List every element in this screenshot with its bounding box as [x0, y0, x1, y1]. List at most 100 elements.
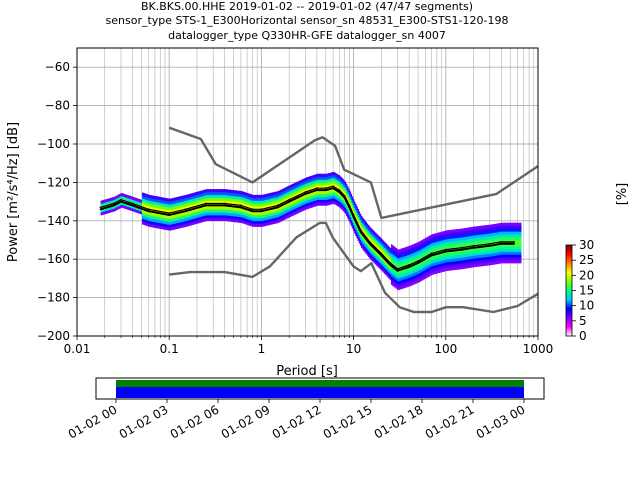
psd-bin [296, 210, 298, 214]
psd-bin [434, 239, 437, 243]
psd-bin [456, 231, 459, 236]
psd-bin [390, 281, 393, 285]
mean-point [472, 246, 475, 249]
psd-bin [403, 270, 406, 274]
psd-bin [404, 261, 407, 265]
psd-bin [372, 250, 374, 254]
psd-bin [174, 220, 176, 224]
psd-bin [374, 258, 377, 262]
psd-bin [520, 237, 522, 241]
psd-bin [357, 214, 359, 218]
psd-bin [150, 198, 152, 202]
psd-bin [245, 212, 248, 216]
psd-bin [326, 182, 328, 186]
psd-bin [256, 215, 258, 219]
psd-bin [133, 200, 136, 204]
psd-bin [237, 216, 240, 220]
psd-bin [518, 225, 521, 229]
psd-bin [461, 228, 463, 232]
psd-bin [450, 238, 453, 242]
psd-bin [249, 211, 251, 215]
psd-bin [363, 239, 365, 243]
psd-bin [212, 197, 214, 201]
psd-bin [457, 243, 460, 247]
psd-bin [279, 207, 281, 211]
psd-bin [329, 189, 332, 194]
psd-bin [456, 229, 459, 233]
psd-bin [142, 192, 144, 196]
psd-bin [335, 173, 338, 177]
psd-bin [305, 186, 308, 190]
psd-bin [450, 229, 453, 233]
mode-point [260, 208, 263, 211]
psd-bin [208, 192, 211, 196]
psd-bin [498, 229, 500, 233]
psd-bin [198, 194, 200, 198]
psd-bin [177, 225, 180, 229]
psd-bin [288, 202, 290, 207]
psd-bin [371, 231, 373, 236]
psd-bin [448, 255, 451, 260]
psd-bin [389, 256, 392, 260]
psd-bin [369, 235, 371, 239]
psd-bin [311, 175, 313, 179]
psd-bin [517, 248, 520, 252]
psd-bin [252, 217, 255, 222]
psd-bin [193, 198, 196, 202]
psd-bin [485, 251, 487, 255]
psd-bin [283, 187, 286, 192]
psd-bin [288, 194, 290, 198]
psd-bin [476, 260, 478, 264]
psd-bin [351, 222, 354, 226]
psd-bin [441, 231, 444, 235]
psd-bin [264, 199, 266, 204]
psd-bin [331, 201, 333, 205]
psd-bin [475, 255, 477, 259]
psd-bin [518, 254, 521, 258]
psd-bin [239, 216, 242, 221]
psd-bin [460, 251, 462, 255]
psd-bin [393, 280, 395, 284]
psd-bin [159, 222, 161, 226]
psd-bin [331, 198, 333, 202]
psd-bin [475, 263, 477, 267]
mean-point [288, 200, 291, 203]
psd-bin [373, 237, 376, 241]
psd-bin [384, 267, 386, 272]
psd-bin [320, 185, 323, 189]
psd-bin [416, 257, 418, 261]
psd-bin [239, 202, 242, 206]
psd-bin [405, 249, 408, 253]
psd-bin [311, 195, 313, 199]
psd-bin [257, 203, 259, 207]
psd-bin [274, 209, 277, 213]
psd-bin [180, 207, 182, 211]
psd-bin [346, 189, 348, 194]
psd-bin [411, 247, 414, 251]
psd-bin [414, 246, 416, 250]
psd-bin [295, 211, 297, 215]
psd-bin [379, 245, 381, 249]
psd-bin [402, 259, 404, 263]
psd-bin [320, 202, 323, 206]
psd-bin [350, 214, 353, 218]
psd-bin [312, 183, 315, 188]
psd-bin [215, 206, 218, 210]
psd-bin [161, 226, 164, 230]
psd-bin [426, 260, 429, 264]
psd-bin [371, 234, 373, 238]
psd-bin [399, 254, 401, 259]
psd-bin [450, 244, 453, 248]
psd-bin [312, 203, 315, 208]
psd-bin [160, 205, 162, 209]
psd-bin [122, 193, 124, 197]
psd-bin [306, 185, 309, 189]
psd-bin [510, 248, 513, 252]
psd-bin [518, 234, 521, 238]
psd-bin [220, 200, 222, 204]
psd-bin [307, 205, 310, 209]
psd-bin [186, 214, 189, 218]
psd-bin [511, 251, 514, 255]
psd-bin [446, 241, 448, 246]
psd-bin [218, 200, 220, 204]
